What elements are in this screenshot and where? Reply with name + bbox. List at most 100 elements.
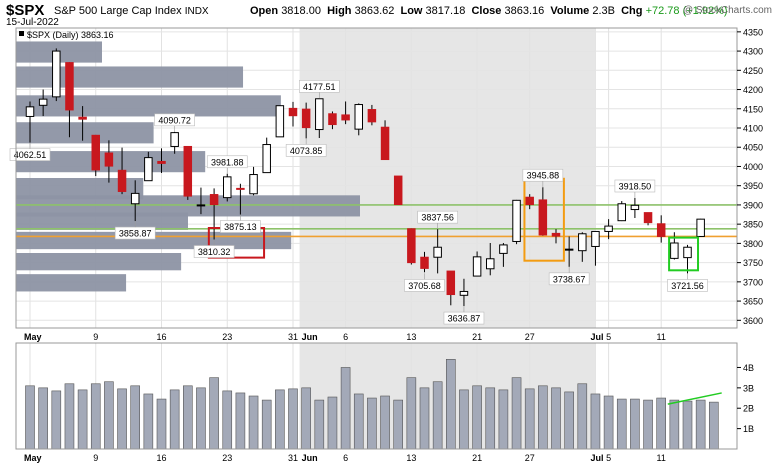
volume-bar xyxy=(564,391,574,450)
candle-body xyxy=(117,169,127,192)
candle-body xyxy=(183,145,193,197)
volume-bar xyxy=(143,393,154,450)
price-label-text: 3918.50 xyxy=(619,182,652,192)
volume-axis-label: 2B xyxy=(743,404,754,414)
volume-panel-border xyxy=(15,342,738,450)
x-axis-label: Jun xyxy=(302,332,318,342)
volume-bar xyxy=(340,367,351,450)
candle-body xyxy=(170,132,179,147)
candle-body xyxy=(696,218,705,237)
volume-bar xyxy=(301,387,311,450)
x-axis-label: 13 xyxy=(406,453,416,463)
price-label-text: 3705.68 xyxy=(408,281,441,291)
candle-body xyxy=(288,107,298,117)
volume-bar xyxy=(275,389,285,450)
x-axis-label: 5 xyxy=(606,332,611,342)
volume-bar xyxy=(25,385,35,450)
volume-bar xyxy=(445,359,456,450)
ohlc-readout: Open 3818.00 High 3863.62 Low 3817.18 Cl… xyxy=(250,5,728,17)
volume-bar xyxy=(524,388,535,450)
volume-bar xyxy=(353,393,364,450)
candle-body xyxy=(499,244,508,254)
price-axis-label: 3650 xyxy=(743,297,763,307)
candle-body xyxy=(328,113,337,126)
price-axis-label: 4350 xyxy=(743,27,763,37)
price-label-text: 4177.51 xyxy=(303,82,336,92)
legend-text: $SPX (Daily) 3863.16 xyxy=(27,30,114,40)
volume-bar xyxy=(222,390,233,450)
x-axis-label: 27 xyxy=(525,332,535,342)
price-axis-label: 3900 xyxy=(743,200,763,210)
candle-body xyxy=(249,174,258,195)
candle-body xyxy=(130,192,140,205)
candle-body xyxy=(38,98,48,106)
stockcharts-watermark: @ StockCharts.com xyxy=(682,5,772,16)
volume-bar xyxy=(630,398,640,450)
price-axis-label: 4100 xyxy=(743,124,763,134)
candle-body xyxy=(683,246,692,259)
x-axis-label: 31 xyxy=(288,332,298,342)
price-label-text: 3875.13 xyxy=(224,222,257,232)
price-label-text: 3837.56 xyxy=(421,213,454,223)
candle-body xyxy=(656,223,666,237)
price-axis-label: 4150 xyxy=(743,104,763,114)
volume-bar xyxy=(432,381,443,450)
x-axis-label: 11 xyxy=(657,453,666,463)
candle-body xyxy=(512,199,521,242)
volume-bar xyxy=(393,399,404,450)
volume-axis-label: 1B xyxy=(743,424,754,434)
volume-bar xyxy=(538,385,548,450)
candle-body xyxy=(459,290,469,296)
candle-body xyxy=(604,225,613,232)
price-label-text: 3858.87 xyxy=(119,229,152,239)
x-axis-label: May xyxy=(24,332,42,342)
x-axis-label: 6 xyxy=(343,332,348,342)
volume-bar xyxy=(669,399,680,450)
candle-body xyxy=(486,258,495,270)
candle-body xyxy=(25,106,35,117)
price-label-text: 3810.32 xyxy=(198,247,231,257)
ticker-symbol: $SPX xyxy=(6,2,45,19)
volume-bar xyxy=(367,397,377,450)
volume-bar xyxy=(327,396,338,450)
volume-bar xyxy=(656,397,667,450)
candle-body xyxy=(341,114,350,121)
price-axis-label: 3850 xyxy=(743,220,763,230)
volume-bar xyxy=(288,388,298,450)
volume-by-price-bar xyxy=(16,122,154,144)
volume-bar xyxy=(590,393,601,450)
candle-body xyxy=(315,98,324,131)
volume-bar xyxy=(77,389,88,450)
candle-body xyxy=(551,232,561,237)
candle-body xyxy=(209,194,219,206)
volume-bar xyxy=(117,388,127,450)
index-name: S&P 500 Large Cap Index INDX xyxy=(54,5,209,17)
x-axis-label: 21 xyxy=(472,332,482,342)
volume-by-price-bar xyxy=(16,274,127,292)
volume-bar xyxy=(551,387,561,450)
x-axis-label: Jul xyxy=(590,453,603,463)
price-label-text: 3945.88 xyxy=(527,171,560,181)
candle-body xyxy=(420,256,429,269)
candle-body xyxy=(538,199,548,236)
volume-axis-label: 4B xyxy=(743,363,754,373)
volume-bar xyxy=(380,395,390,450)
volume-by-price-bar xyxy=(16,195,360,217)
price-axis-label: 4050 xyxy=(743,143,763,153)
candle-body xyxy=(104,152,114,167)
volume-bar xyxy=(38,387,48,450)
candle-body xyxy=(223,176,232,199)
price-axis-label: 3750 xyxy=(743,258,763,268)
candle-body xyxy=(78,116,87,120)
candle-body xyxy=(52,50,61,98)
x-axis-label: 31 xyxy=(288,453,298,463)
volume-bar xyxy=(64,383,75,450)
volume-bar xyxy=(616,398,627,450)
x-axis-label: 5 xyxy=(606,453,611,463)
x-axis-label: Jul xyxy=(590,332,603,342)
candle-body xyxy=(407,228,416,264)
candle-body xyxy=(367,109,377,123)
volume-bar xyxy=(708,401,719,450)
x-axis-label: 11 xyxy=(657,332,666,342)
